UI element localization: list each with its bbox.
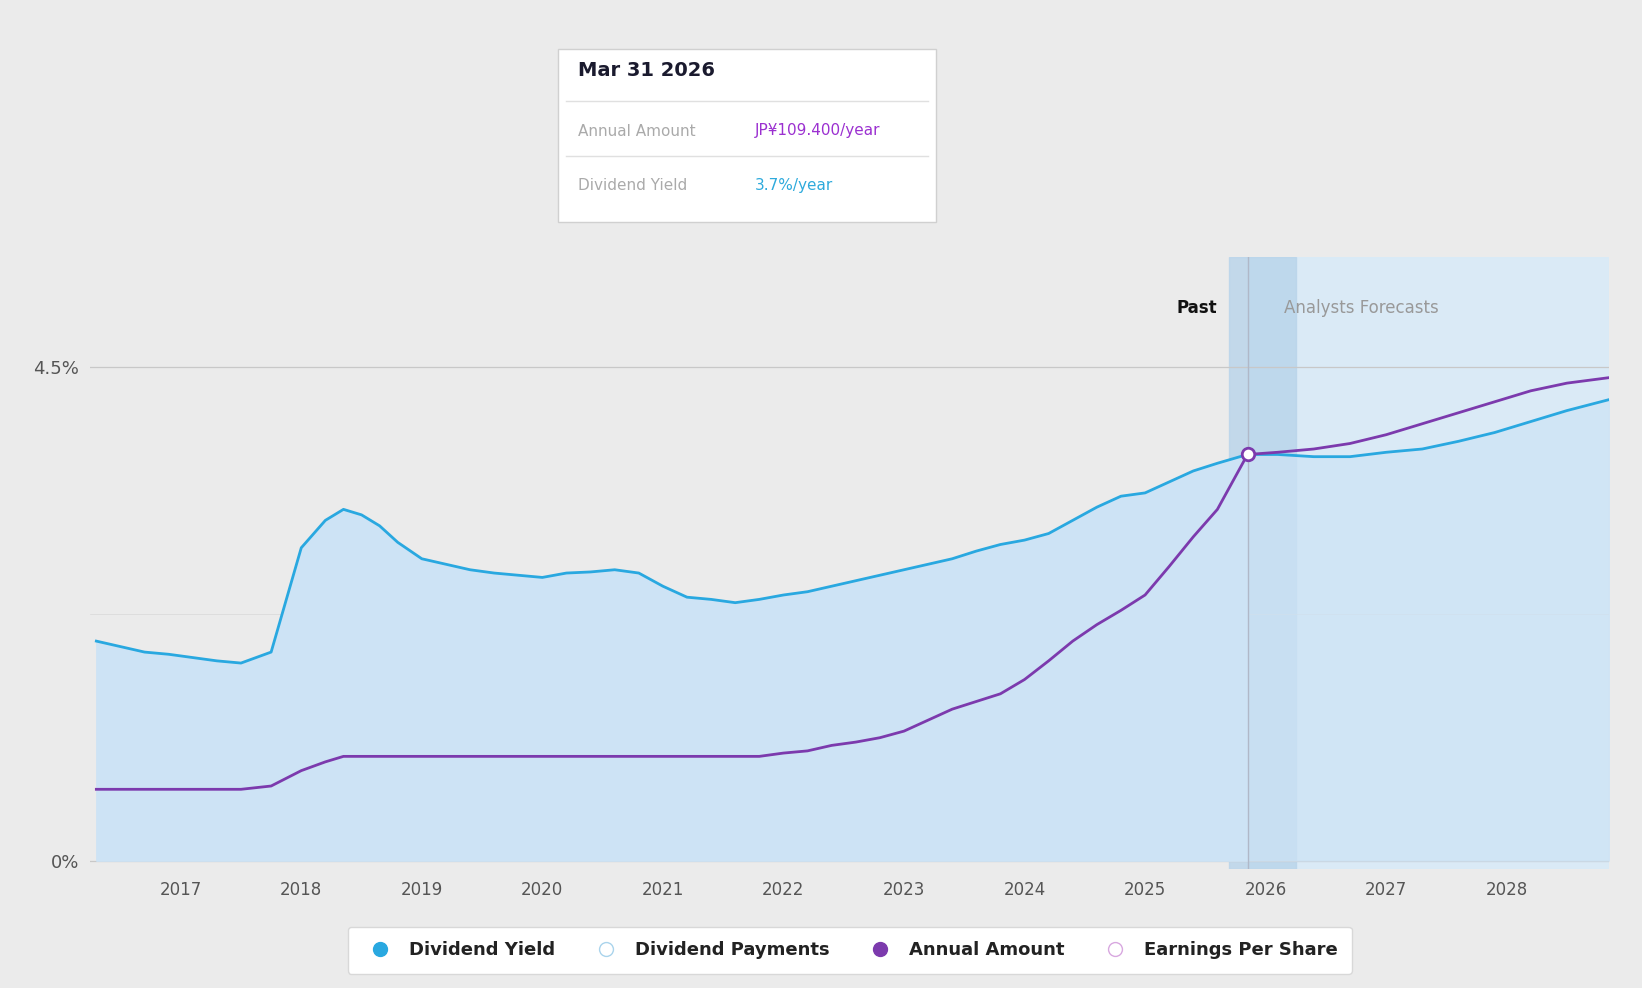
Text: JP¥109.400/year: JP¥109.400/year	[755, 124, 880, 138]
Text: Mar 31 2026: Mar 31 2026	[578, 61, 714, 80]
Bar	[1230, 257, 1296, 869]
Bar	[1248, 257, 1609, 869]
Text: 3.7%/year: 3.7%/year	[755, 178, 832, 193]
Text: Past: Past	[1177, 299, 1217, 317]
Legend: Dividend Yield, Dividend Payments, Annual Amount, Earnings Per Share: Dividend Yield, Dividend Payments, Annua…	[348, 927, 1351, 974]
Text: Analysts Forecasts: Analysts Forecasts	[1284, 299, 1438, 317]
Text: Annual Amount: Annual Amount	[578, 124, 696, 138]
Text: Dividend Yield: Dividend Yield	[578, 178, 688, 193]
